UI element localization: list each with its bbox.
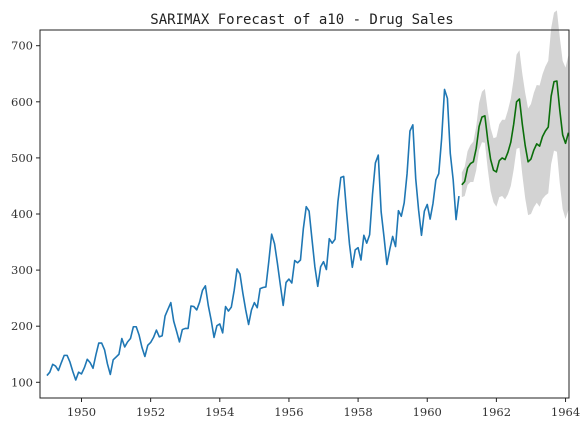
x-tick-label: 1954 (205, 405, 234, 419)
axis-layer: 1950 1952 1954 1956 1958 1960 1962 1964 100 200 30… (11, 39, 580, 419)
y-tick-label: 200 (11, 319, 33, 333)
chart-title: SARIMAX Forecast of a10 - Drug Sales (150, 12, 453, 28)
y-tick-label: 600 (11, 95, 33, 109)
series-layer (46, 80, 570, 381)
y-tick-label: 400 (11, 207, 33, 221)
x-tick-label: 1960 (413, 405, 442, 419)
y-tick-label: 700 (11, 39, 33, 53)
x-tick-label: 1952 (136, 405, 165, 419)
x-tick-label: 1958 (343, 405, 372, 419)
x-tick-label: 1962 (482, 405, 511, 419)
x-tick-label: 1956 (274, 405, 303, 419)
y-tick-label: 300 (11, 263, 33, 277)
x-tick-label: 1950 (67, 405, 96, 419)
forecast-series-line (461, 80, 570, 186)
observed-series-line (46, 88, 460, 381)
x-tick-label: 1964 (551, 405, 580, 419)
y-tick-label: 100 (11, 375, 33, 389)
y-tick-label: 500 (11, 151, 33, 165)
